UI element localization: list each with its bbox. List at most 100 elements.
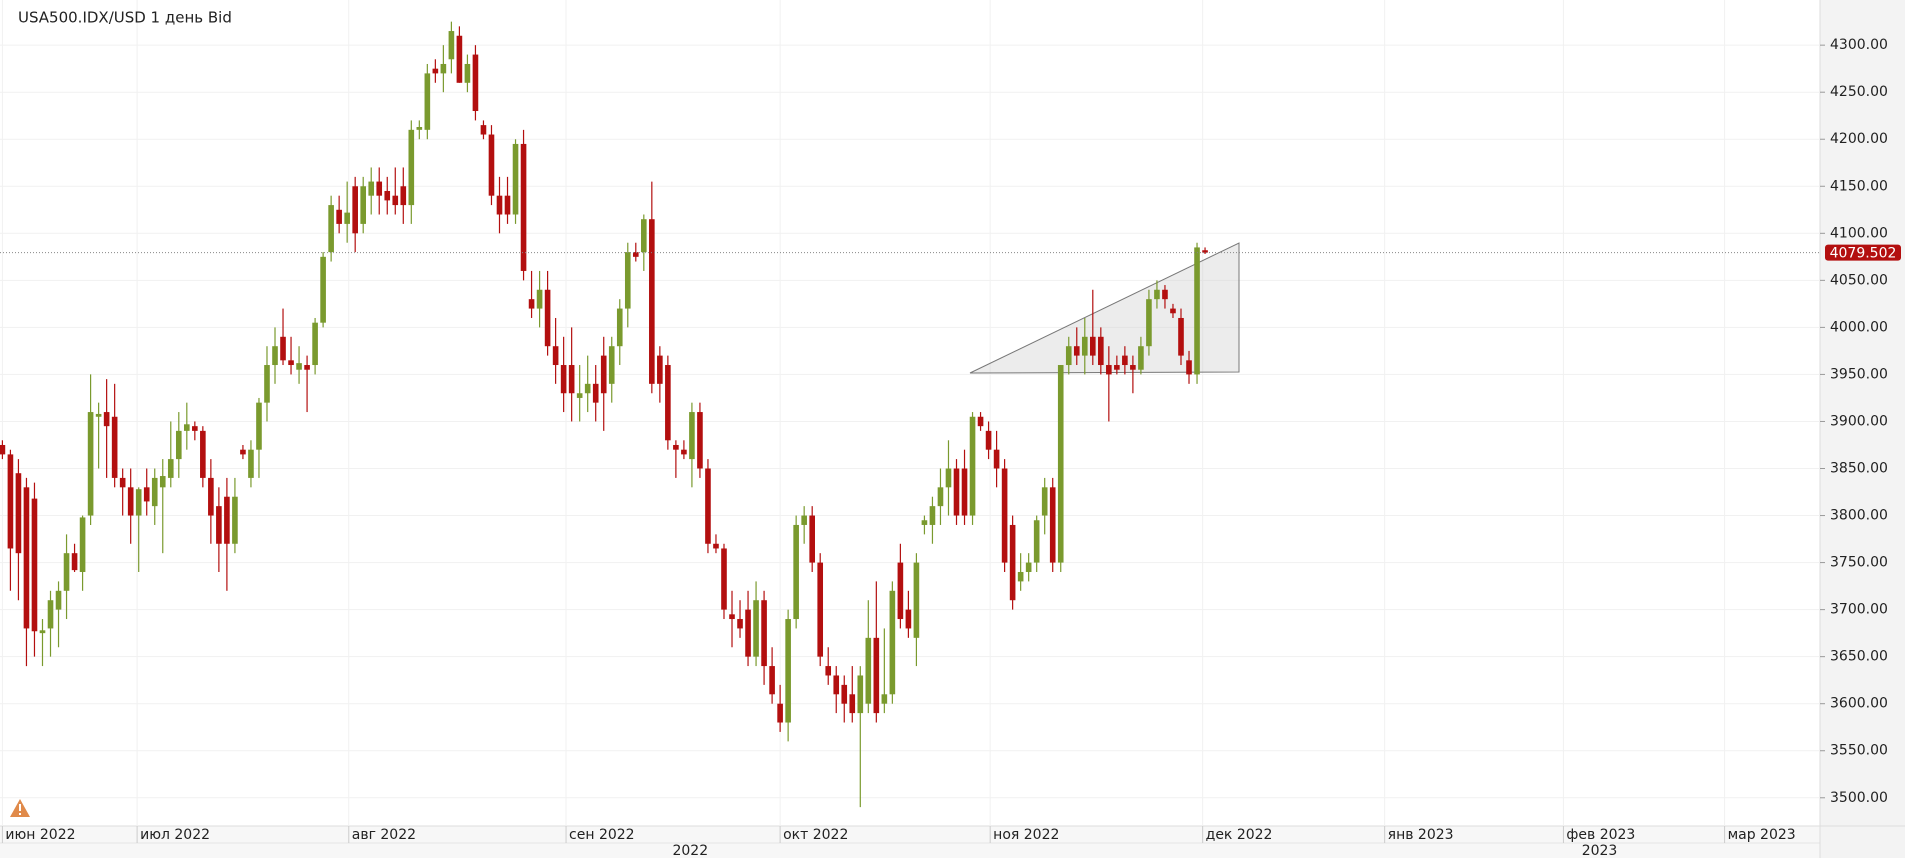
candle-body <box>0 444 6 455</box>
candle-body <box>841 684 848 704</box>
candle-body <box>793 524 799 620</box>
candle-body <box>1033 520 1040 563</box>
y-tick-label: 4250.00 <box>1830 84 1888 100</box>
candle-body <box>448 31 455 60</box>
candle-body <box>1089 336 1096 356</box>
y-tick-label: 4050.00 <box>1830 272 1888 288</box>
candle-body <box>456 35 463 83</box>
candle-body <box>1073 346 1080 356</box>
time-axis-area <box>0 826 1820 858</box>
candle-body <box>440 63 447 74</box>
candle-body <box>921 520 928 525</box>
candle-body <box>665 365 671 441</box>
candle-body <box>496 195 503 215</box>
candle-body <box>264 365 270 403</box>
y-tick-label: 3700.00 <box>1830 602 1888 618</box>
candle-body <box>1186 360 1192 375</box>
y-tick-label: 3600.00 <box>1830 696 1888 712</box>
candle-body <box>1098 336 1104 366</box>
candle-body <box>1162 289 1168 300</box>
candle-body <box>344 212 350 224</box>
last-price-box <box>1825 244 1901 261</box>
candle-body <box>1106 365 1112 375</box>
candle-body <box>1130 365 1136 370</box>
candle-body <box>95 413 102 417</box>
candle-body <box>232 496 238 544</box>
last-price-label: 4079.502 <box>1830 246 1897 262</box>
candle-body <box>785 619 791 723</box>
candle-body <box>777 703 783 723</box>
candle-body <box>584 383 591 394</box>
candle-body <box>632 252 639 257</box>
y-tick-label: 3650.00 <box>1830 649 1888 665</box>
candle-body <box>192 426 198 431</box>
x-tick-label: дек 2022 <box>1206 827 1273 843</box>
candle-body <box>697 412 703 469</box>
candle-body <box>745 609 751 657</box>
candle-body <box>905 609 912 629</box>
candle-body <box>993 449 1000 469</box>
x-tick-label: окт 2022 <box>783 827 848 843</box>
candle-body <box>312 322 318 366</box>
candle-body <box>969 416 976 516</box>
candle-body <box>737 619 743 629</box>
candle-body <box>1202 250 1208 253</box>
candle-body <box>1146 299 1152 347</box>
candle-body <box>729 614 735 620</box>
triangle-pattern <box>969 242 1240 374</box>
candle-body <box>897 562 904 620</box>
candle-body <box>296 363 302 370</box>
candle-body <box>63 553 70 591</box>
candle-body <box>881 694 888 704</box>
candle-body <box>39 630 46 634</box>
y-tick-label: 3950.00 <box>1830 366 1888 382</box>
candle-body <box>721 548 727 610</box>
candle-body <box>304 365 310 370</box>
candle-body <box>200 430 206 478</box>
candle-body <box>977 416 984 427</box>
candle-body <box>641 219 647 253</box>
candle-body <box>616 308 623 347</box>
chart-title: USA500.IDX/USD 1 день Bid <box>18 9 232 27</box>
candle-body <box>1001 468 1008 563</box>
candle-body <box>817 562 824 657</box>
candle-body <box>1009 524 1016 601</box>
candle-body <box>248 449 254 478</box>
candle-body <box>1081 336 1088 356</box>
candle-body <box>240 449 246 455</box>
candle-body <box>504 195 511 215</box>
y-tick-label: 3800.00 <box>1830 508 1888 524</box>
candle-body <box>352 186 358 234</box>
candle-body <box>937 487 944 507</box>
x-tick-label: ноя 2022 <box>993 827 1059 843</box>
overlay: 4079.502 <box>0 244 1901 262</box>
year-label: 2023 <box>1582 843 1618 858</box>
candle-body <box>103 412 110 427</box>
candle-body <box>1017 571 1024 582</box>
x-tick-label: мар 2023 <box>1728 827 1796 843</box>
candle-body <box>7 454 14 549</box>
candle-body <box>272 346 278 366</box>
candle-body <box>520 143 527 271</box>
candle-body <box>528 299 535 309</box>
candle-body <box>1049 487 1056 563</box>
candle-body <box>111 416 118 478</box>
y-tick-label: 4000.00 <box>1830 319 1888 335</box>
candle-body <box>47 600 54 629</box>
candle-body <box>184 424 190 431</box>
candle-body <box>865 637 872 704</box>
y-tick-label: 4100.00 <box>1830 225 1888 241</box>
x-tick-label: сен 2022 <box>569 827 635 843</box>
candle-body <box>208 477 214 516</box>
candle-body <box>568 365 575 394</box>
candle-body <box>1065 346 1072 366</box>
candle-body <box>929 506 936 525</box>
candle-body <box>175 430 182 460</box>
candle-body <box>432 68 439 74</box>
candle-body <box>256 402 262 450</box>
candle-body <box>1122 355 1128 366</box>
candle-body <box>87 412 94 516</box>
candle-body <box>649 219 655 384</box>
